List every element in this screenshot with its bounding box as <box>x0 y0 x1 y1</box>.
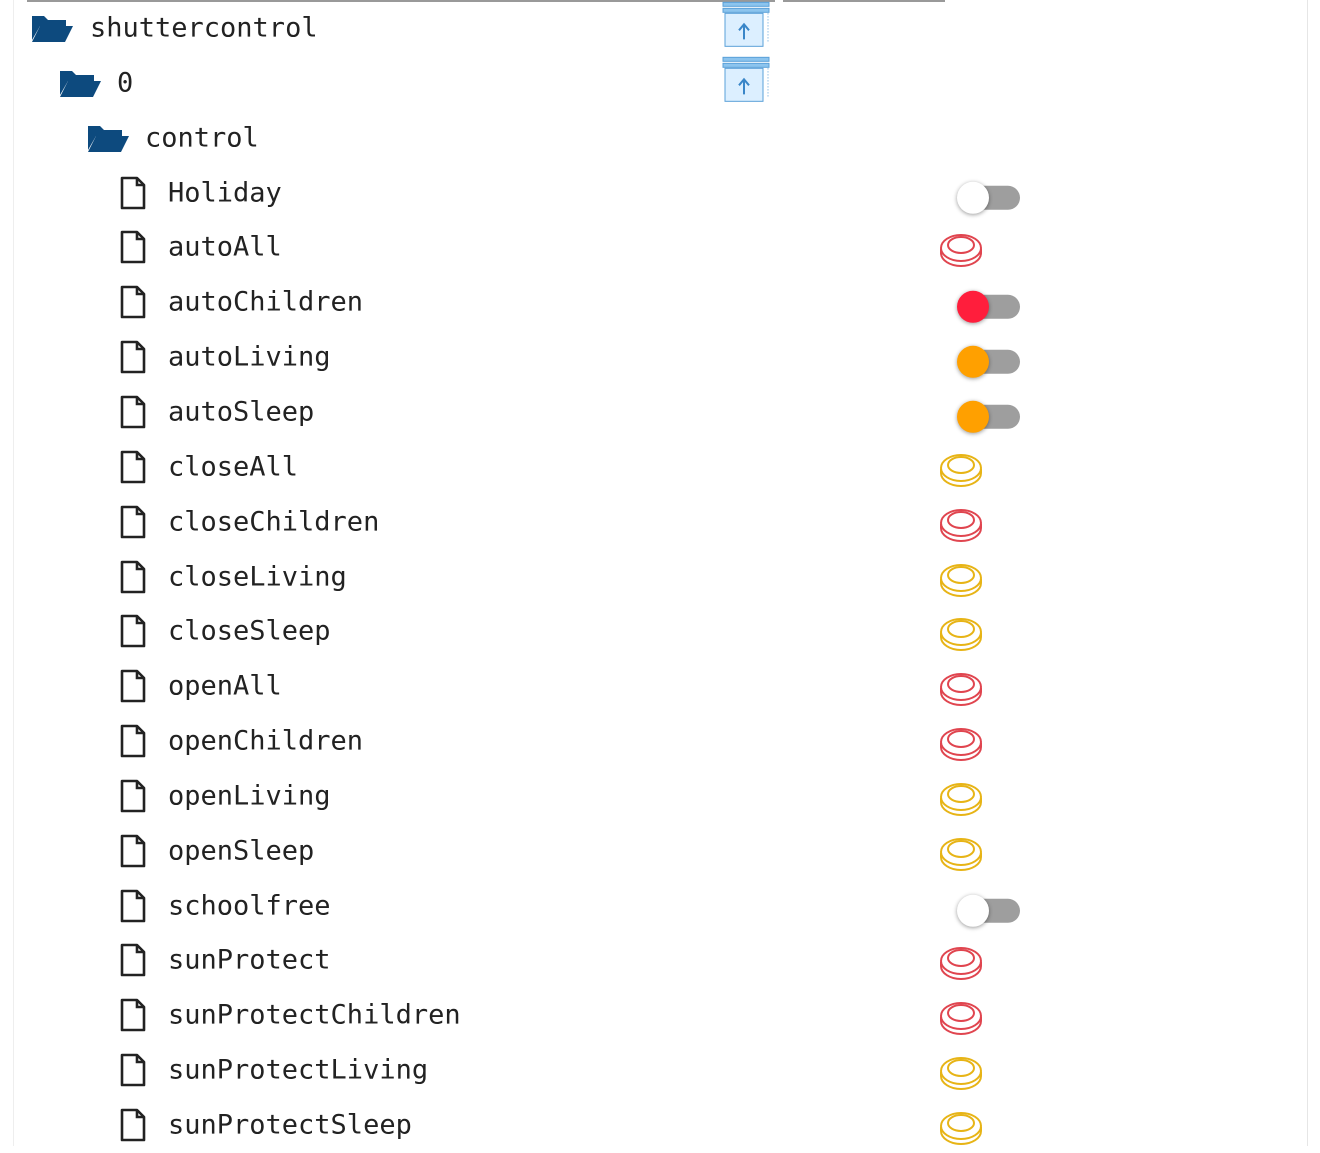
tree-row[interactable]: sunProtectSleep <box>0 1098 1320 1153</box>
folder-open-icon <box>32 16 73 42</box>
push-button-icon[interactable] <box>939 778 983 818</box>
tree-label: closeChildren <box>168 506 380 538</box>
tree-row[interactable]: control <box>0 110 1320 165</box>
tree-label: closeAll <box>168 451 299 483</box>
tree-row[interactable]: closeSleep <box>0 604 1320 659</box>
push-button-icon[interactable] <box>939 997 983 1037</box>
tree-label: sunProtectLiving <box>168 1054 429 1086</box>
tree-label: sunProtectChildren <box>168 999 461 1031</box>
toggle-switch[interactable] <box>957 894 1020 927</box>
push-button-icon[interactable] <box>939 559 983 599</box>
tree-label: 0 <box>117 67 134 99</box>
shutter-up-button[interactable] <box>722 56 770 102</box>
tree-label: sunProtectSleep <box>168 1109 412 1141</box>
tree-row[interactable]: openLiving <box>0 768 1320 823</box>
toggle-knob <box>957 894 989 927</box>
toggle-knob <box>957 345 989 378</box>
file-icon <box>120 834 146 868</box>
tree-row[interactable]: sunProtectLiving <box>0 1043 1320 1098</box>
tree-label: autoChildren <box>168 286 364 318</box>
tree-label: openChildren <box>168 725 364 757</box>
tree-row[interactable]: sunProtect <box>0 933 1320 988</box>
toggle-switch[interactable] <box>957 345 1020 378</box>
tree-row[interactable]: openSleep <box>0 823 1320 878</box>
tree-label: openLiving <box>168 780 331 812</box>
column-divider <box>783 0 945 2</box>
file-icon <box>120 779 146 813</box>
tree-label: sunProtect <box>168 944 331 976</box>
file-icon <box>120 505 146 538</box>
push-button-icon[interactable] <box>939 504 983 544</box>
push-button-icon[interactable] <box>939 449 983 489</box>
shutter-up-button[interactable] <box>722 1 770 47</box>
push-button-icon[interactable] <box>939 942 983 982</box>
push-button-icon[interactable] <box>939 1107 983 1147</box>
tree-row[interactable]: shuttercontrol <box>0 1 1320 56</box>
file-icon <box>120 395 146 429</box>
toggle-switch[interactable] <box>957 181 1020 214</box>
column-divider <box>27 0 775 2</box>
tree-label: openSleep <box>168 835 315 867</box>
tree-row[interactable]: sunProtectChildren <box>0 988 1320 1043</box>
push-button-icon[interactable] <box>939 723 983 763</box>
file-icon <box>120 560 146 593</box>
tree-row[interactable]: schoolfree <box>0 878 1320 933</box>
tree-row[interactable]: Holiday <box>0 165 1320 220</box>
folder-open-icon <box>88 125 129 152</box>
tree-label: control <box>145 122 259 154</box>
tree-label: schoolfree <box>168 890 331 922</box>
tree-panel <box>13 0 1308 1146</box>
file-icon <box>120 998 146 1032</box>
push-button-icon[interactable] <box>939 1052 983 1092</box>
push-button-icon[interactable] <box>939 229 983 269</box>
file-icon <box>120 944 146 977</box>
file-icon <box>120 450 146 484</box>
tree-row[interactable]: autoLiving <box>0 330 1320 385</box>
tree-label: closeLiving <box>168 561 347 592</box>
folder-open-icon <box>60 70 101 97</box>
file-icon <box>120 669 146 703</box>
tree-label: closeSleep <box>168 615 331 647</box>
tree-row[interactable]: 0 <box>0 55 1320 110</box>
tree-row[interactable]: openChildren <box>0 714 1320 769</box>
toggle-switch[interactable] <box>957 400 1020 433</box>
file-icon <box>120 340 146 374</box>
tree-label: autoAll <box>168 231 282 263</box>
tree-row[interactable]: autoChildren <box>0 275 1320 330</box>
toggle-switch[interactable] <box>957 291 1020 324</box>
file-icon <box>120 231 146 264</box>
file-icon <box>120 176 146 209</box>
file-icon <box>120 615 146 648</box>
tree-row[interactable]: closeLiving <box>0 549 1320 604</box>
toggle-knob <box>957 400 989 433</box>
file-icon <box>120 285 146 319</box>
file-icon <box>120 1108 146 1142</box>
toggle-knob <box>957 291 989 324</box>
tree-label: shuttercontrol <box>90 12 318 44</box>
tree-label: openAll <box>168 670 282 702</box>
file-icon <box>120 724 146 758</box>
toggle-knob <box>957 181 989 214</box>
push-button-icon[interactable] <box>939 613 983 653</box>
file-icon <box>120 1053 146 1087</box>
tree-row[interactable]: autoSleep <box>0 384 1320 439</box>
push-button-icon[interactable] <box>939 833 983 873</box>
tree-row[interactable]: openAll <box>0 659 1320 714</box>
push-button-icon[interactable] <box>939 668 983 708</box>
tree-row[interactable]: autoAll <box>0 220 1320 275</box>
tree-label: autoSleep <box>168 396 315 428</box>
tree-row[interactable]: closeChildren <box>0 494 1320 549</box>
file-icon <box>120 889 146 922</box>
tree-row[interactable]: closeAll <box>0 439 1320 494</box>
tree-label: Holiday <box>168 177 282 209</box>
tree-label: autoLiving <box>168 341 331 373</box>
